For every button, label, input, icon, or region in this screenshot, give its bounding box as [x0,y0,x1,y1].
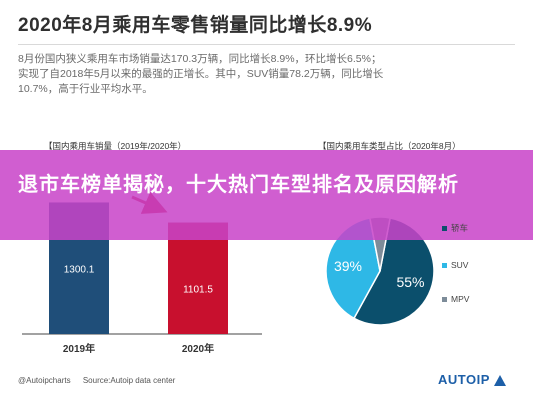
pie-value-label: 39% [334,258,362,274]
brand-logo: AUTOIP [438,372,506,387]
bar-value-label: 1300.1 [64,264,95,275]
summary-line: 10.7%，高于行业平均水平。 [18,83,153,95]
legend-item-suv: SUV [442,260,468,270]
legend-item-mpv: MPV [442,294,469,304]
pie-value-label: 55% [396,274,424,290]
legend-swatch [442,226,447,232]
pie-chart-title: 【国内乘用车类型占比（2020年8月） [318,141,461,151]
banner-headline: 退市车榜单揭秘，十大热门车型排名及原因解析 [18,174,459,196]
summary-line: 实现了自2018年5月以来的最强的正增长。其中，SUV销量78.2万辆，同比增长 [18,68,384,80]
x-tick-label: 2020年 [182,342,214,355]
legend-swatch [442,263,447,269]
legend-label: MPV [451,294,470,304]
legend-item-sedan: 轿车 [442,222,468,234]
bar-value-label: 1101.5 [183,285,213,296]
brand-name: AUTOIP [438,372,490,387]
footer-credits: @Autoipcharts Source:Autoip data center [18,376,185,385]
legend-label: SUV [451,260,469,270]
footer-source: Source:Autoip data center [82,376,176,385]
x-tick-label: 2019年 [63,342,95,355]
overlay-banner: 退市车榜单揭秘，十大热门车型排名及原因解析 [0,150,533,240]
summary-line: 8月份国内狭义乘用车市场销量达170.3万辆，同比增长8.9%，环比增长6.5%… [18,53,382,65]
bar-chart-title: 【国内乘用车销量（2019年/2020年） [44,141,187,151]
legend-label: 轿车 [451,223,469,233]
footer-handle: @Autoipcharts [18,376,71,385]
bar-2020年 [168,222,228,334]
page-title: 2020年8月乘用车零售销量同比增长8.9% [18,15,373,36]
brand-mark-icon [493,375,506,387]
summary-text: 8月份国内狭义乘用车市场销量达170.3万辆，同比增长8.9%，环比增长6.5%… [18,52,515,97]
legend-swatch [442,297,447,303]
title-divider [18,44,515,45]
